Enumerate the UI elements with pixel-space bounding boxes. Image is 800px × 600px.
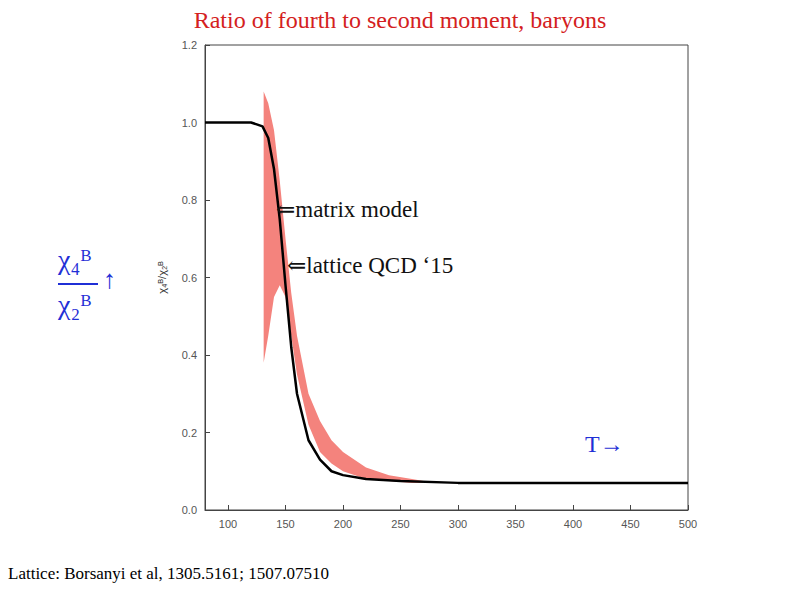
svg-text:↑: ↑: [103, 265, 116, 294]
svg-text:χ₄ᴮ/χ₂ᴮ: χ₄ᴮ/χ₂ᴮ: [156, 261, 168, 294]
svg-text:450: 450: [621, 518, 639, 530]
svg-text:1.0: 1.0: [182, 117, 197, 129]
svg-text:200: 200: [334, 518, 352, 530]
svg-text:150: 150: [276, 518, 294, 530]
svg-text:400: 400: [564, 518, 582, 530]
svg-text:300: 300: [449, 518, 467, 530]
svg-text:0.6: 0.6: [182, 272, 197, 284]
svg-text:⇐matrix model: ⇐matrix model: [276, 197, 419, 222]
svg-text:1.2: 1.2: [182, 39, 197, 51]
svg-text:T→: T→: [585, 431, 624, 457]
svg-text:0.2: 0.2: [182, 427, 197, 439]
svg-text:χ₄ᴮ: χ₄ᴮ: [57, 244, 91, 275]
svg-text:Ratio of fourth to second mome: Ratio of fourth to second moment, baryon…: [194, 7, 607, 33]
svg-text:350: 350: [506, 518, 524, 530]
svg-text:0.0: 0.0: [182, 504, 197, 516]
svg-text:0.4: 0.4: [182, 349, 197, 361]
svg-text:0.8: 0.8: [182, 194, 197, 206]
svg-text:⇐lattice QCD ‘15: ⇐lattice QCD ‘15: [287, 253, 453, 278]
svg-text:χ₂ᴮ: χ₂ᴮ: [57, 289, 91, 320]
svg-text:Lattice: Borsanyi et al, 1305.: Lattice: Borsanyi et al, 1305.5161; 1507…: [8, 564, 329, 583]
svg-text:500: 500: [679, 518, 697, 530]
svg-text:100: 100: [219, 518, 237, 530]
svg-text:250: 250: [391, 518, 409, 530]
